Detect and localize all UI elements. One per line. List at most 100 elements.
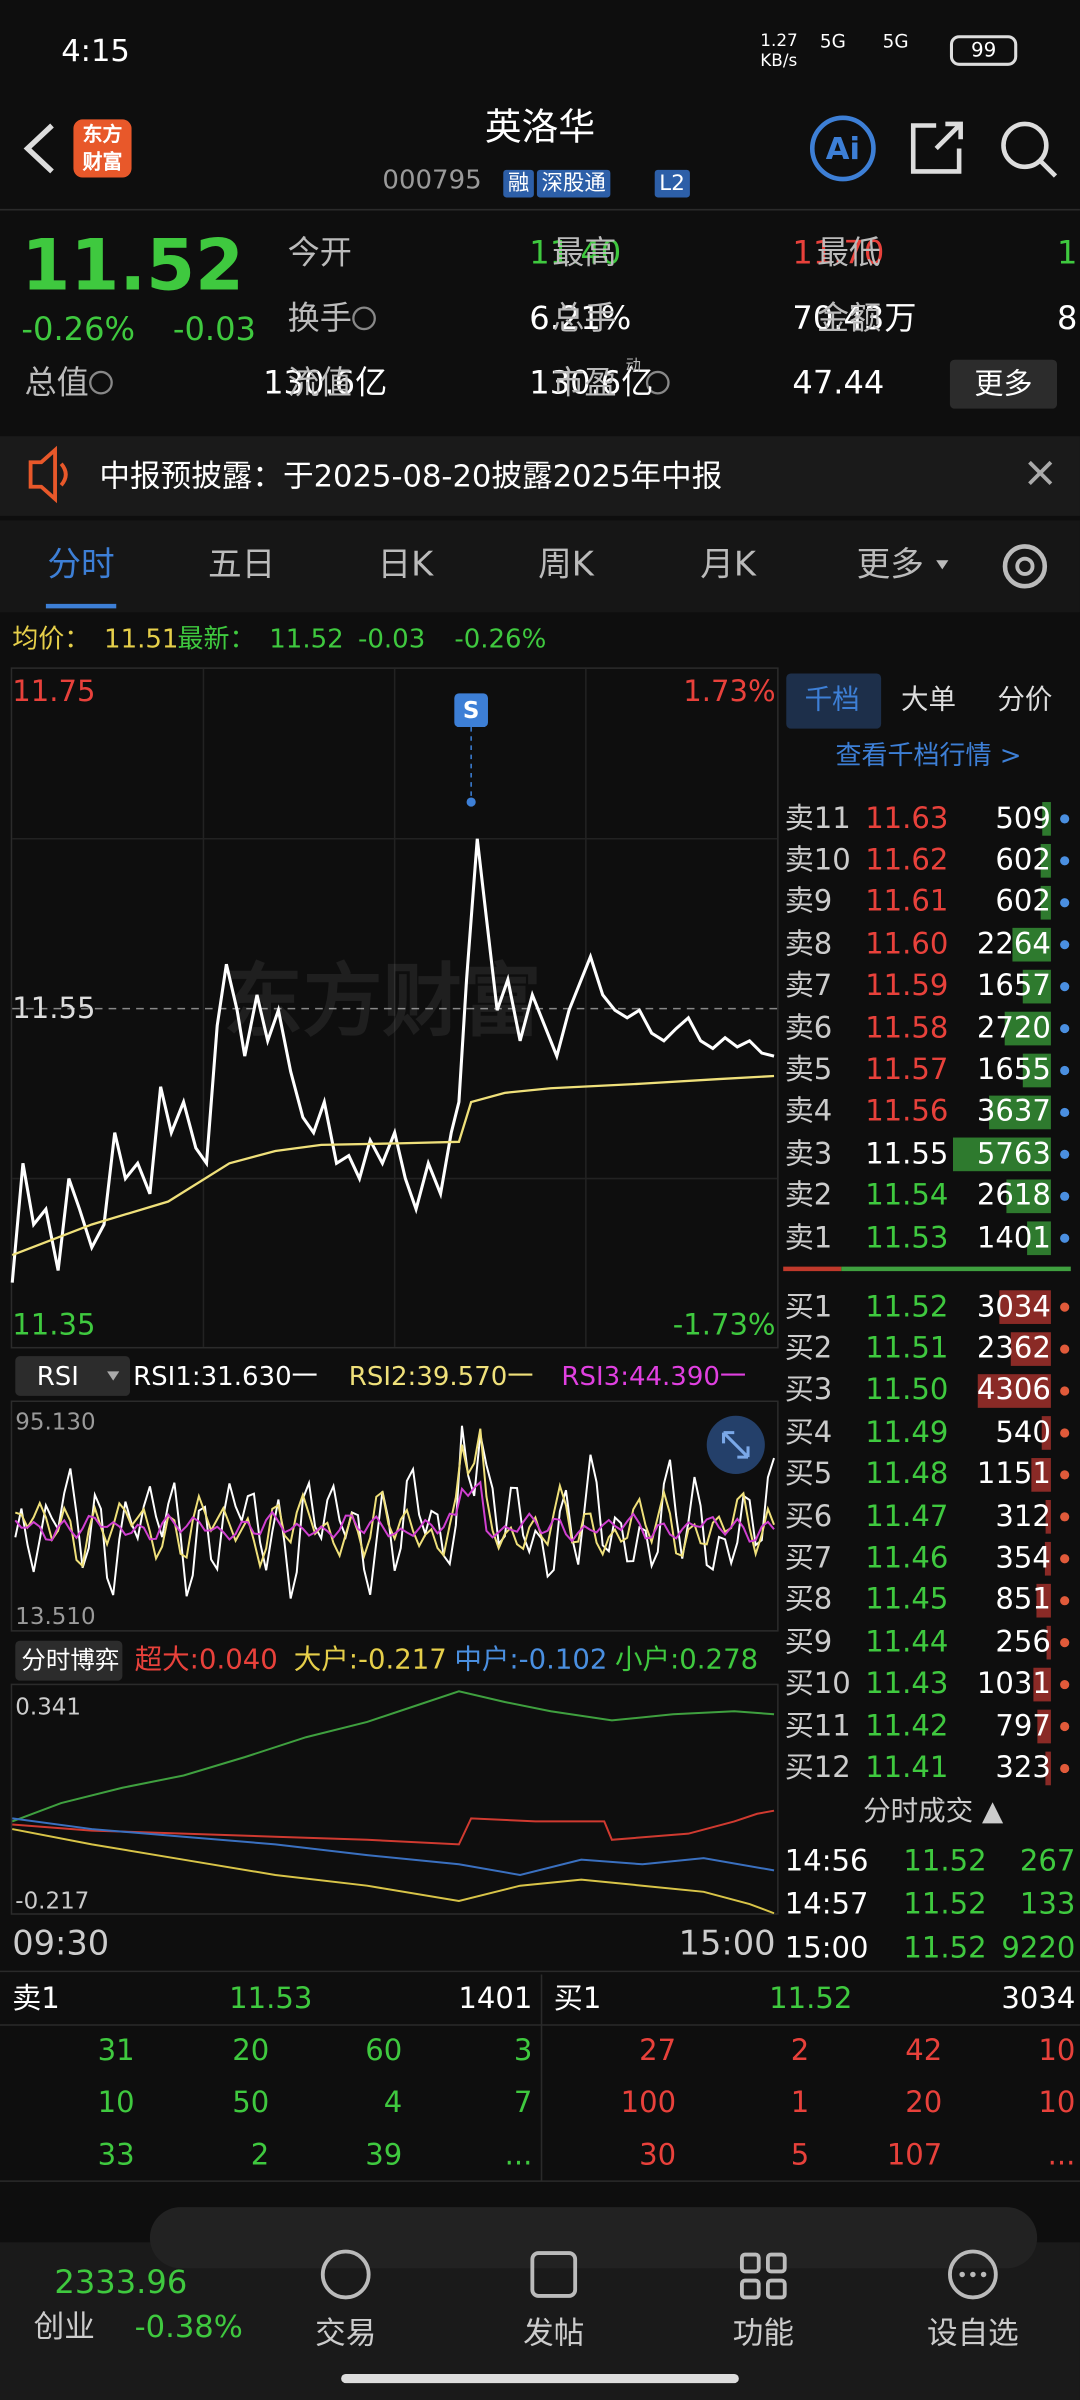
axis-label: 11.55 bbox=[12, 991, 96, 1025]
nav-item[interactable]: 功能 bbox=[732, 2314, 794, 2352]
trades-title[interactable]: 分时成交 ▲ bbox=[863, 1795, 1004, 1828]
notice-bar[interactable] bbox=[0, 436, 1080, 516]
last-label: 最新： bbox=[177, 623, 256, 655]
level-volume: 3034 bbox=[976, 1289, 1051, 1324]
axis-label: 13.510 bbox=[15, 1601, 96, 1630]
dot bbox=[1060, 898, 1070, 908]
volume-bar bbox=[1004, 1011, 1051, 1046]
level-volume: 354 bbox=[995, 1541, 1051, 1575]
nav-item[interactable]: 发帖 bbox=[523, 2314, 585, 2352]
tab-bar bbox=[0, 520, 1080, 613]
rsi-selector[interactable] bbox=[15, 1356, 131, 1396]
flow-selector[interactable] bbox=[15, 1640, 123, 1681]
level-price: 11.61 bbox=[865, 885, 949, 919]
level-volume: 1655 bbox=[976, 1052, 1051, 1087]
level-volume: 2618 bbox=[976, 1178, 1051, 1213]
search-icon[interactable] bbox=[1001, 121, 1049, 170]
level-price: 11.56 bbox=[865, 1094, 949, 1129]
post-icon[interactable] bbox=[530, 2251, 578, 2298]
tab[interactable]: 更多 bbox=[856, 546, 924, 585]
orderbook-tab[interactable]: 大单 bbox=[900, 684, 957, 717]
queue-order: 2 bbox=[250, 2137, 270, 2172]
flow-value: 大户:-0.217 bbox=[293, 1643, 447, 1677]
logo[interactable] bbox=[73, 119, 132, 178]
stat-value: 130.6亿 bbox=[263, 363, 388, 401]
level-price: 11.59 bbox=[865, 969, 949, 1003]
home-indicator bbox=[341, 2373, 739, 2384]
volume-bar bbox=[1045, 1499, 1051, 1534]
nav-item[interactable]: 交易 bbox=[315, 2314, 377, 2352]
queue-order: 31 bbox=[97, 2033, 135, 2068]
axis-label: -1.73% bbox=[672, 1307, 776, 1342]
ai-label[interactable]: Ai bbox=[825, 130, 860, 167]
level-label: 买4 bbox=[784, 1415, 833, 1449]
flow-line bbox=[12, 1809, 775, 1846]
queue-order: 7 bbox=[513, 2085, 533, 2120]
function-icon[interactable] bbox=[739, 2252, 787, 2300]
signal-marker[interactable] bbox=[454, 693, 488, 728]
watchlist-icon[interactable] bbox=[948, 2249, 998, 2300]
level-price: 11.42 bbox=[865, 1708, 949, 1743]
flow-value: 超大:0.040 bbox=[134, 1643, 278, 1677]
share-icon[interactable] bbox=[910, 121, 963, 174]
orderbook-link[interactable]: 查看千档行情 > bbox=[835, 740, 1022, 771]
stock-tag: 融 bbox=[503, 169, 534, 198]
signal: 5G bbox=[819, 30, 846, 53]
rsi-selector[interactable]: RSI bbox=[36, 1361, 79, 1393]
tab[interactable]: 日K bbox=[377, 546, 434, 585]
ai-icon[interactable] bbox=[809, 115, 876, 182]
volume-bar bbox=[953, 1137, 1051, 1172]
level-price: 11.57 bbox=[865, 1052, 949, 1087]
tab[interactable]: 周K bbox=[538, 546, 594, 585]
more-button[interactable] bbox=[949, 359, 1058, 409]
level-volume: 540 bbox=[995, 1415, 1051, 1449]
stat-label: 最高 bbox=[552, 233, 617, 271]
settings-icon[interactable] bbox=[1002, 544, 1048, 589]
trade-price: 11.52 bbox=[903, 1843, 987, 1878]
notice-text[interactable]: 中报预披露：于2025-08-20披露2025年中报 bbox=[99, 457, 723, 495]
orderbook-tab[interactable]: 分价 bbox=[997, 684, 1053, 717]
tab[interactable]: 月K bbox=[700, 546, 757, 585]
queue-order: 20 bbox=[232, 2033, 270, 2068]
level-label: 卖5 bbox=[784, 1052, 833, 1087]
dot bbox=[1060, 1721, 1070, 1732]
nav-item[interactable]: 设自选 bbox=[926, 2314, 1019, 2352]
stat-value: 70.43万 bbox=[792, 299, 917, 336]
dot bbox=[1060, 1386, 1070, 1396]
index-value[interactable]: 2333.96 bbox=[54, 2262, 188, 2300]
flow-selector[interactable]: 分时博弈 bbox=[21, 1645, 120, 1675]
level-volume: 1401 bbox=[976, 1220, 1051, 1255]
comment-input[interactable] bbox=[149, 2207, 1038, 2269]
more-button[interactable]: 更多 bbox=[974, 366, 1033, 401]
tab[interactable]: 五日 bbox=[208, 546, 276, 585]
level-label: 买6 bbox=[784, 1499, 833, 1533]
trade-icon[interactable] bbox=[320, 2249, 371, 2300]
trade-time: 15:00 bbox=[784, 1930, 869, 1965]
tab[interactable]: 分时 bbox=[47, 546, 115, 585]
dot bbox=[1060, 1470, 1070, 1480]
avg-line bbox=[11, 1074, 775, 1257]
dot bbox=[1060, 1065, 1070, 1076]
orderbook-tab-active[interactable] bbox=[786, 673, 882, 729]
level-price: 11.52 bbox=[865, 1289, 949, 1324]
level-price: 11.55 bbox=[865, 1136, 949, 1171]
level-volume: 602 bbox=[995, 843, 1051, 877]
signal-marker-text[interactable]: S bbox=[462, 695, 480, 724]
signal: 5G bbox=[882, 30, 909, 53]
dot bbox=[1060, 1023, 1070, 1034]
level-price: 11.63 bbox=[865, 801, 949, 835]
volume-bar bbox=[1044, 1541, 1051, 1576]
close-icon[interactable] bbox=[1028, 460, 1053, 486]
back-icon[interactable] bbox=[23, 123, 54, 174]
queue-order: 5 bbox=[790, 2137, 810, 2172]
flow-line bbox=[11, 1690, 775, 1823]
dot bbox=[1060, 1191, 1070, 1201]
queue-order: 1 bbox=[790, 2085, 810, 2120]
rsi-line bbox=[14, 1425, 775, 1599]
orderbook-tab[interactable]: 千档 bbox=[804, 684, 860, 717]
change-pct: -0.26% bbox=[21, 309, 136, 347]
volume-bar bbox=[1006, 1179, 1051, 1214]
dot bbox=[1060, 1344, 1070, 1354]
stock-tag: L2 bbox=[654, 169, 690, 198]
